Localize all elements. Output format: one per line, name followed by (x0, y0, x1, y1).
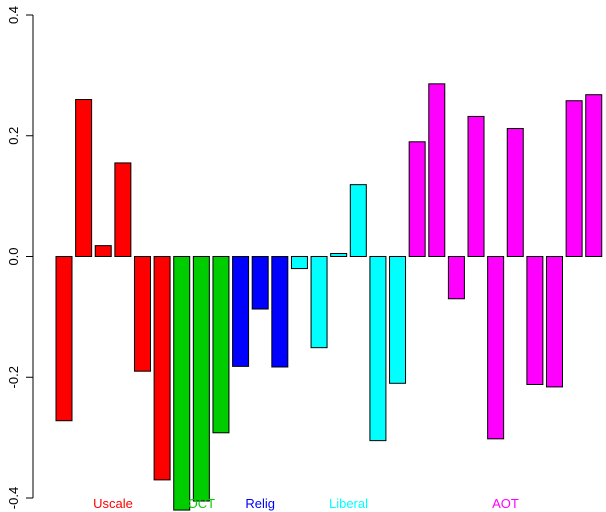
bar (212, 256, 230, 434)
bar (526, 256, 544, 385)
bar (487, 256, 505, 440)
group-labels: Uscale OCT Relig Liberal AOT (93, 496, 519, 511)
bar (310, 256, 328, 349)
bar (251, 256, 269, 310)
y-axis: -0.4 -0.2 0.0 0.2 0.4 (6, 6, 34, 509)
bar (349, 184, 367, 257)
bar (447, 256, 465, 300)
bar (506, 128, 524, 257)
bar (271, 256, 289, 368)
bar (114, 162, 132, 257)
bar (408, 141, 426, 257)
bar (55, 256, 73, 422)
group-label: AOT (492, 496, 519, 511)
bar (75, 99, 93, 257)
bar (153, 256, 171, 481)
group-label: OCT (188, 496, 216, 511)
y-tick-label: -0.4 (6, 487, 21, 509)
bar (369, 256, 387, 442)
bar (133, 256, 151, 372)
group-label: Uscale (93, 496, 133, 511)
bars (55, 83, 603, 511)
group-label: Liberal (329, 496, 368, 511)
bar (330, 252, 348, 257)
bar (585, 94, 603, 258)
y-tick-label: 0.4 (6, 6, 21, 24)
y-tick-label: 0.2 (6, 127, 21, 145)
bar (546, 256, 563, 388)
y-tick-label: -0.2 (6, 366, 21, 388)
bar (467, 115, 485, 258)
bar (173, 256, 191, 511)
bar (290, 256, 308, 270)
group-label: Relig (245, 496, 275, 511)
bar (232, 256, 250, 367)
y-tick-label: 0.0 (6, 247, 21, 265)
bar (389, 256, 407, 384)
bar (94, 245, 112, 258)
bar (428, 83, 446, 257)
bar (192, 256, 210, 502)
bar (565, 100, 583, 258)
